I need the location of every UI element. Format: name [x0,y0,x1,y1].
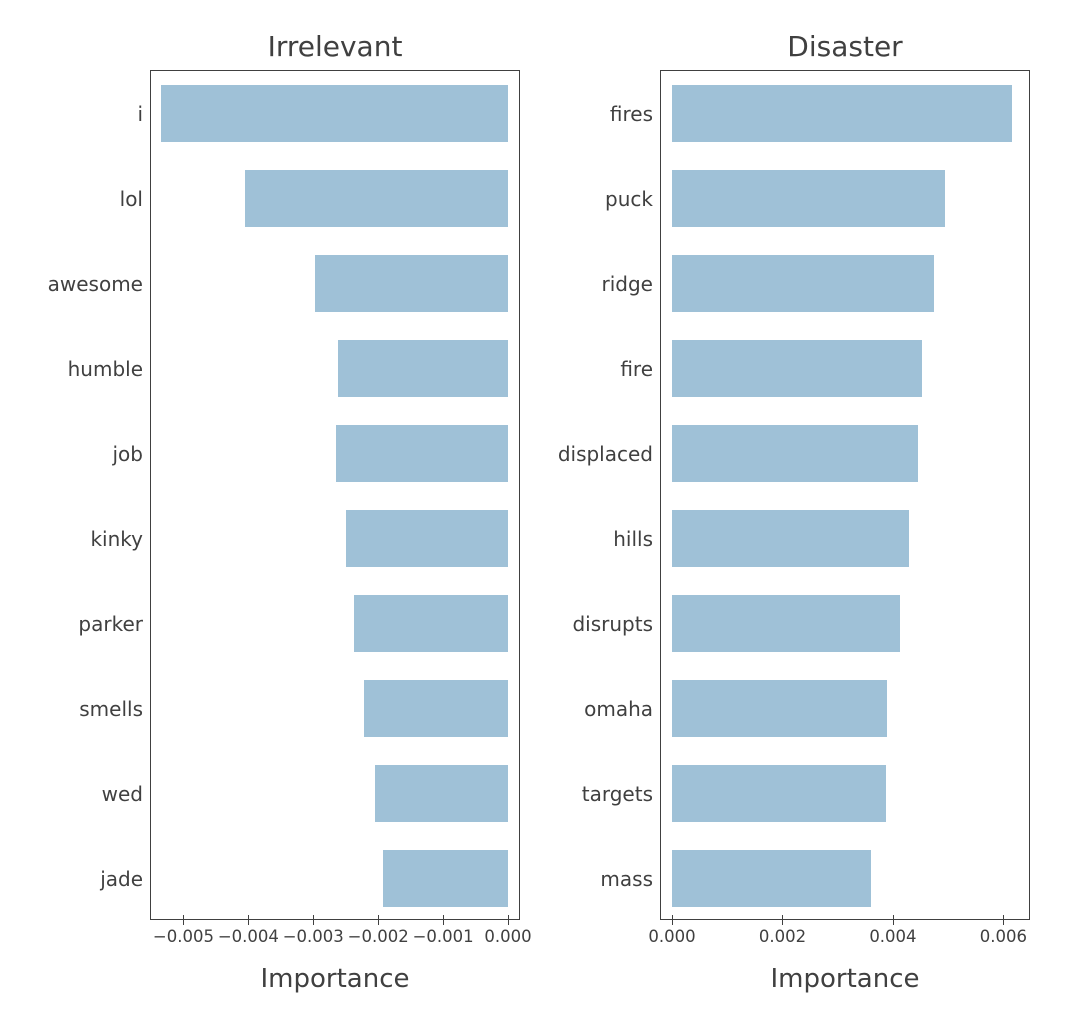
bar [672,510,909,568]
bar [338,340,508,398]
x-tick-label: 0.000 [648,927,695,946]
y-tick-label: parker [78,612,151,636]
bar [672,340,922,398]
bar [336,425,508,483]
x-tick-label: 0.004 [869,927,916,946]
y-tick-label: fires [610,102,661,126]
y-tick-label: jade [100,867,151,891]
x-tick-label: −0.003 [283,927,344,946]
bar [672,595,900,653]
bar [161,85,508,143]
x-axis-label-irrelevant: Importance [150,964,520,994]
bar [383,850,508,908]
y-tick-label: awesome [48,272,151,296]
figure: Irrelevant ilolawesomehumblejobkinkypark… [0,0,1080,1020]
y-tick-label: omaha [584,697,661,721]
y-tick-label: targets [582,782,661,806]
y-tick-label: job [113,442,152,466]
x-axis-label-disaster: Importance [660,964,1030,994]
bar [672,680,887,738]
y-tick-label: kinky [90,527,151,551]
bar [672,850,871,908]
y-tick-label: mass [600,867,661,891]
bar [245,170,508,228]
x-tick-label: 0.000 [484,927,531,946]
y-tick-label: humble [68,357,151,381]
chart-title-irrelevant: Irrelevant [150,30,520,63]
y-tick-label: displaced [558,442,661,466]
y-tick-label: lol [120,187,151,211]
x-tick-label: −0.001 [413,927,474,946]
y-tick-label: hills [613,527,661,551]
y-tick-label: wed [102,782,151,806]
y-tick-label: smells [79,697,151,721]
bar [364,680,508,738]
bar [375,765,508,823]
plot-area-irrelevant: ilolawesomehumblejobkinkyparkersmellswed… [150,70,520,920]
x-tick-label: 0.002 [759,927,806,946]
chart-title-disaster: Disaster [660,30,1030,63]
bar [672,425,918,483]
y-tick-label: puck [605,187,661,211]
y-tick-label: fire [620,357,661,381]
x-tick-label: −0.002 [348,927,409,946]
y-tick-label: disrupts [572,612,661,636]
x-tick-label: −0.005 [153,927,214,946]
bar [315,255,508,313]
bar [672,85,1012,143]
x-tick-label: −0.004 [218,927,279,946]
x-tick-label: 0.006 [980,927,1027,946]
bar [346,510,508,568]
bar [672,170,945,228]
bar [672,765,886,823]
plot-area-disaster: firespuckridgefiredisplacedhillsdisrupts… [660,70,1030,920]
y-tick-label: ridge [602,272,661,296]
y-tick-label: i [137,102,151,126]
bar [672,255,934,313]
bar [354,595,508,653]
